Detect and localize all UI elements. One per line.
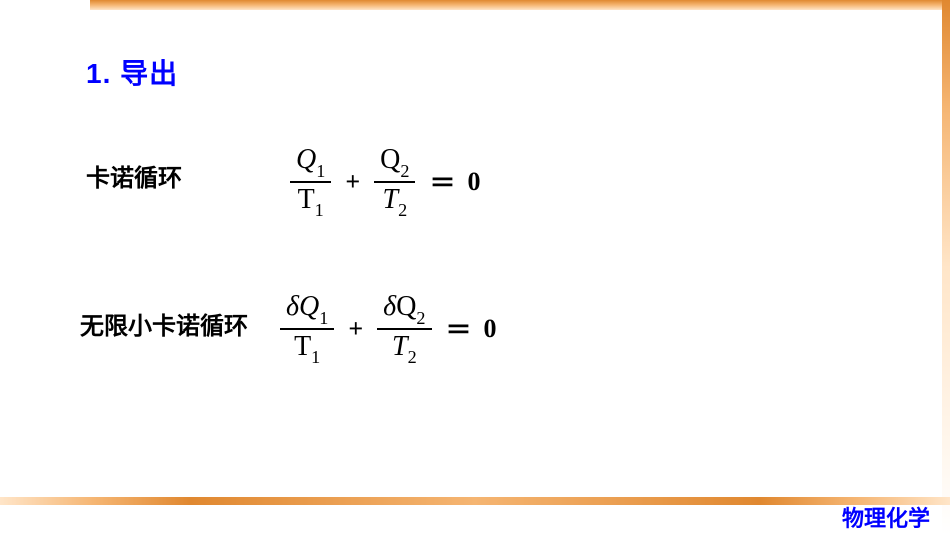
equation-infinitesimal-carnot: δQ1 T1 + δQ2 T2 ＝ 0 (280, 292, 497, 365)
fraction-dq2-t2: δQ2 T2 (377, 292, 431, 365)
equals-sign: ＝ (429, 163, 453, 200)
fraction-q1-t1: Q1 T1 (290, 145, 331, 218)
fraction-q2-t2: Q2 T2 (374, 145, 415, 218)
label-infinitesimal-carnot: 无限小卡诺循环 (80, 306, 248, 341)
rhs-zero: 0 (468, 167, 481, 197)
rhs-zero: 0 (484, 314, 497, 344)
equation-carnot: Q1 T1 + Q2 T2 ＝ 0 (290, 145, 481, 218)
right-accent-fade (942, 0, 950, 535)
plus-sign: + (348, 314, 363, 344)
fraction-dq1-t1: δQ1 T1 (280, 292, 334, 365)
section-heading: 1. 导出 (86, 52, 178, 92)
footer-label: 物理化学 (842, 501, 930, 533)
label-carnot-cycle: 卡诺循环 (86, 158, 182, 193)
equals-sign: ＝ (446, 310, 470, 347)
bottom-accent-bar (0, 497, 950, 505)
plus-sign: + (345, 167, 360, 197)
top-accent-bar (90, 0, 950, 10)
